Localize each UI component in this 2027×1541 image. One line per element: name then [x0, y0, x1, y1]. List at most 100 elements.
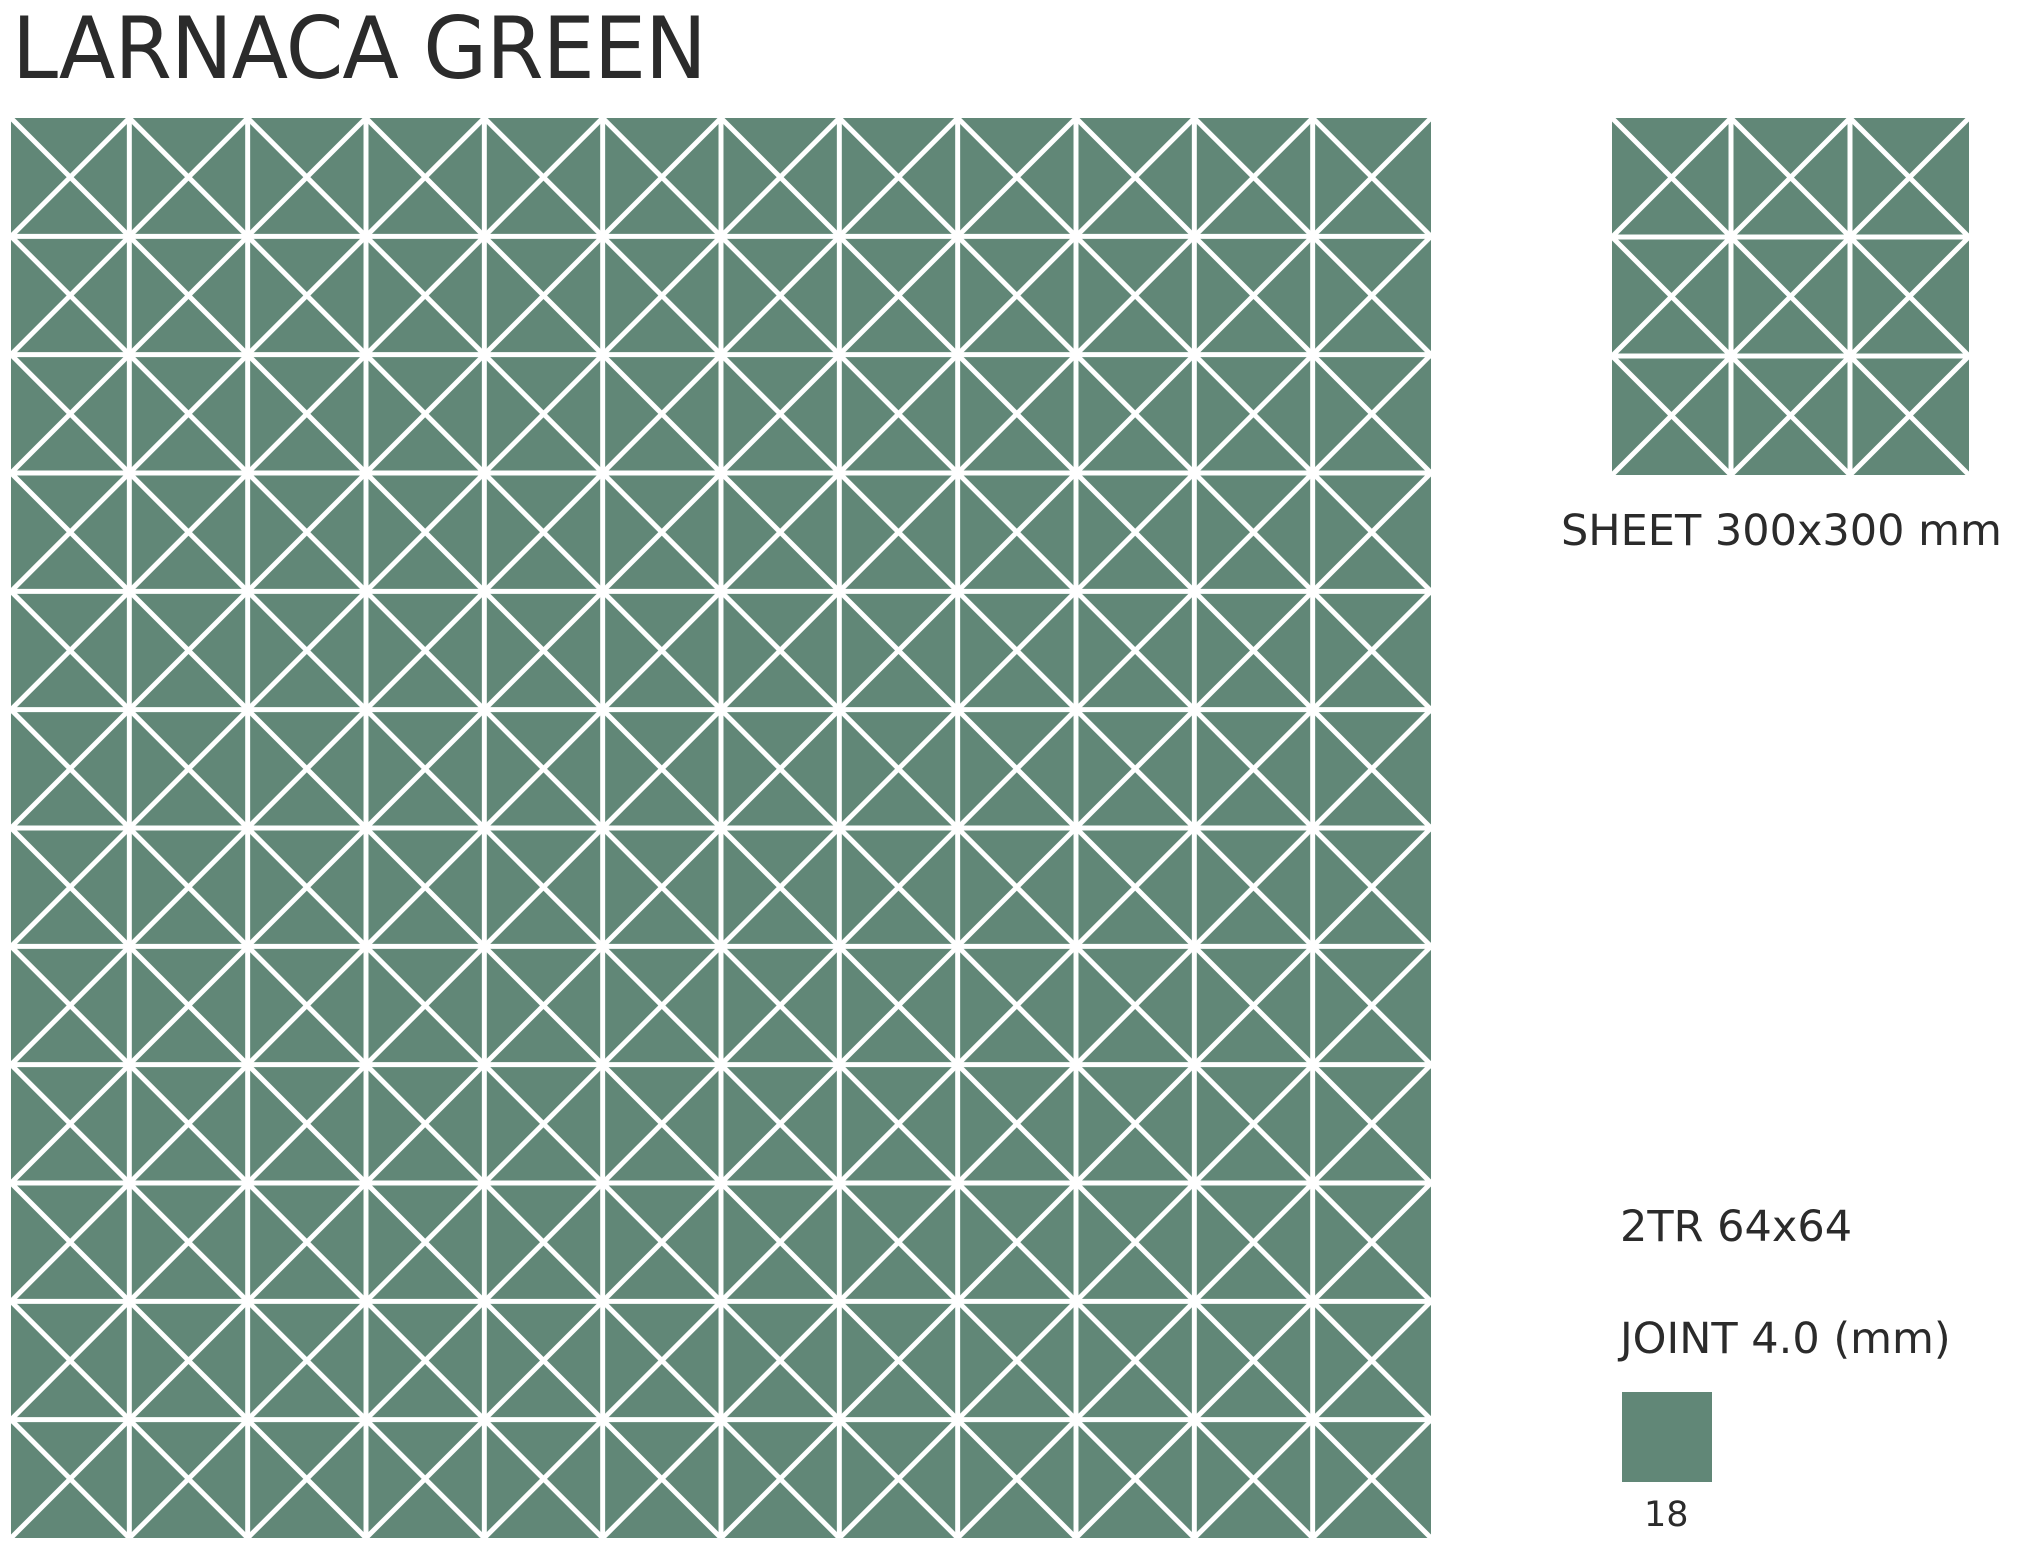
tile-diagonal-joint [125, 824, 252, 950]
tile-diagonal-joint [1190, 1179, 1317, 1305]
tile-diagonal-joint [599, 1416, 725, 1538]
tile-diagonal-joint [11, 706, 133, 832]
tile-diagonal-joint [599, 587, 725, 714]
tile-diagonal-joint [362, 587, 488, 714]
tile-diagonal-joint [11, 232, 133, 359]
tile-diagonal-joint [717, 824, 843, 950]
tile-diagonal-joint [11, 1061, 133, 1187]
tile-diagonal-joint [1072, 351, 1198, 477]
tile-diagonal-joint [1072, 1061, 1198, 1187]
tile-diagonal-joint [835, 1061, 962, 1187]
tile-diagonal-joint [1190, 824, 1317, 950]
tile-diagonal-joint [835, 1297, 962, 1424]
tile-diagonal-joint [1190, 351, 1317, 477]
tile-diagonal-joint [480, 587, 607, 714]
tile-diagonal-joint [244, 1297, 370, 1424]
tile-diagonal-joint [954, 469, 1080, 595]
tile-diagonal-joint [1846, 233, 1969, 360]
tile-diagonal-joint [717, 1297, 843, 1424]
tile-diagonal-joint [125, 1179, 252, 1305]
tile-diagonal-joint [599, 1061, 725, 1187]
joint-color-code: 18 [1644, 1495, 1689, 1535]
tile-diagonal-joint [1727, 233, 1854, 360]
mosaic-pattern-preview [11, 118, 1431, 1538]
tile-diagonal-joint [125, 118, 252, 240]
tile-diagonal-joint [125, 351, 252, 477]
tile-diagonal-joint [717, 587, 843, 714]
tile-diagonal-joint [1190, 1297, 1317, 1424]
tile-diagonal-joint [480, 1297, 607, 1424]
tile-diagonal-joint [1309, 587, 1431, 714]
tile-diagonal-joint [480, 351, 607, 477]
tile-diagonal-joint [1846, 118, 1969, 241]
tile-diagonal-joint [1309, 1416, 1431, 1538]
tile-diagonal-joint [480, 469, 607, 595]
tile-diagonal-joint [1072, 587, 1198, 714]
tile-diagonal-joint [11, 469, 133, 595]
tile-diagonal-joint [1309, 942, 1431, 1069]
tile-diagonal-joint [954, 351, 1080, 477]
tile-diagonal-joint [717, 706, 843, 832]
tile-diagonal-joint [244, 1179, 370, 1305]
tile-diagonal-joint [835, 351, 962, 477]
tile-diagonal-joint [480, 1416, 607, 1538]
tile-diagonal-joint [362, 232, 488, 359]
tile-diagonal-joint [244, 351, 370, 477]
tile-diagonal-joint [835, 942, 962, 1069]
tile-diagonal-joint [125, 587, 252, 714]
joint-lines [1612, 118, 1969, 475]
tile-diagonal-joint [1072, 118, 1198, 240]
tile-diagonal-joint [480, 1061, 607, 1187]
tile-diagonal-joint [599, 232, 725, 359]
tile-diagonal-joint [717, 1061, 843, 1187]
tile-diagonal-joint [835, 706, 962, 832]
tile-diagonal-joint [717, 469, 843, 595]
joint-color-swatch [1622, 1392, 1712, 1482]
tile-diagonal-joint [1612, 233, 1735, 360]
tile-diagonal-joint [954, 1061, 1080, 1187]
tile-diagonal-joint [599, 1179, 725, 1305]
tile-diagonal-joint [362, 706, 488, 832]
tile-diagonal-joint [717, 118, 843, 240]
tile-diagonal-joint [1072, 706, 1198, 832]
tile-diagonal-joint [1072, 1416, 1198, 1538]
tile-diagonal-joint [1072, 942, 1198, 1069]
tile-diagonal-joint [1612, 118, 1735, 241]
tile-format-label: 2TR 64x64 [1620, 1202, 1853, 1252]
tile-diagonal-joint [11, 1179, 133, 1305]
tile-diagonal-joint [954, 232, 1080, 359]
tile-diagonal-joint [1309, 351, 1431, 477]
tile-diagonal-joint [125, 469, 252, 595]
page-title: LARNACA GREEN [12, 0, 707, 99]
joint-width-label: JOINT 4.0 (mm) [1620, 1314, 1951, 1364]
tile-diagonal-joint [125, 942, 252, 1069]
tile-diagonal-joint [1190, 118, 1317, 240]
tile-diagonal-joint [362, 1416, 488, 1538]
tile-diagonal-joint [1072, 824, 1198, 950]
tile-diagonal-joint [11, 1416, 133, 1538]
tile-diagonal-joint [599, 1297, 725, 1424]
tile-diagonal-joint [362, 351, 488, 477]
tile-diagonal-joint [244, 587, 370, 714]
tile-diagonal-joint [1309, 118, 1431, 240]
tile-diagonal-joint [1072, 1297, 1198, 1424]
tile-diagonal-joint [244, 942, 370, 1069]
tile-diagonal-joint [717, 232, 843, 359]
tile-diagonal-joint [244, 1416, 370, 1538]
tile-diagonal-joint [835, 232, 962, 359]
tile-diagonal-joint [362, 118, 488, 240]
tile-diagonal-joint [1190, 232, 1317, 359]
tile-diagonal-joint [11, 1297, 133, 1424]
tile-diagonal-joint [11, 118, 133, 240]
tile-diagonal-joint [244, 1061, 370, 1187]
tile-diagonal-joint [362, 469, 488, 595]
tile-diagonal-joint [362, 1179, 488, 1305]
joint-lines [11, 118, 1431, 1538]
tile-diagonal-joint [954, 118, 1080, 240]
tile-diagonal-joint [1072, 232, 1198, 359]
tile-diagonal-joint [1309, 706, 1431, 832]
tile-diagonal-joint [1190, 942, 1317, 1069]
tile-diagonal-joint [954, 942, 1080, 1069]
tile-diagonal-joint [1727, 352, 1854, 475]
tile-diagonal-joint [1309, 824, 1431, 950]
